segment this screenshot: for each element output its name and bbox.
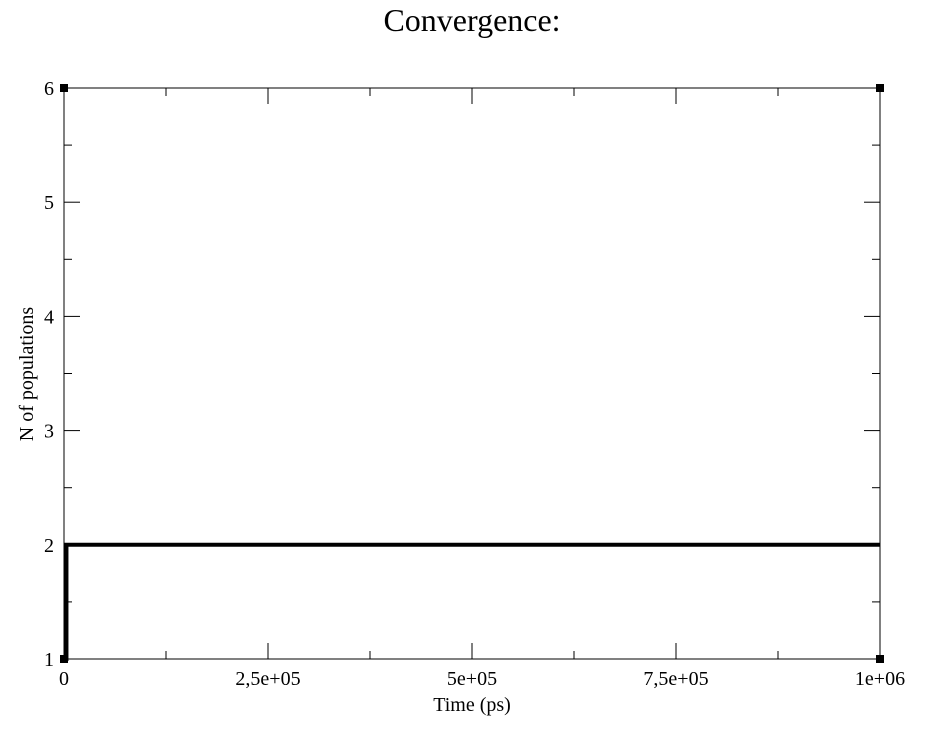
corner-marker [876,84,884,92]
y-tick-label: 3 [44,421,54,443]
corner-marker [60,655,68,663]
x-axis-label: Time (ps) [433,694,511,716]
x-tick-label: 1e+06 [855,668,905,690]
chart-title: Convergence: [383,2,560,38]
x-tick-label: 7,5e+05 [643,668,708,690]
x-tick-label: 5e+05 [447,668,497,690]
series-line [64,542,880,661]
y-tick-label: 2 [44,535,54,557]
y-axis-label: N of populations [16,307,38,442]
y-tick-label: 1 [44,649,54,671]
plot-frame [63,87,881,660]
x-tick-label: 2,5e+05 [235,668,300,690]
y-tick-label: 6 [44,78,54,100]
series-layer [64,542,880,661]
y-tick-label: 5 [44,192,54,214]
corner-marker [876,655,884,663]
x-tick-label: 0 [59,668,69,690]
corner-markers [60,84,884,663]
axis-ticks [63,87,881,660]
tick-labels: 0 2,5e+05 5e+05 7,5e+05 1e+06 1 2 3 4 5 6 [44,78,905,690]
corner-marker [60,84,68,92]
y-tick-label: 4 [44,306,54,328]
